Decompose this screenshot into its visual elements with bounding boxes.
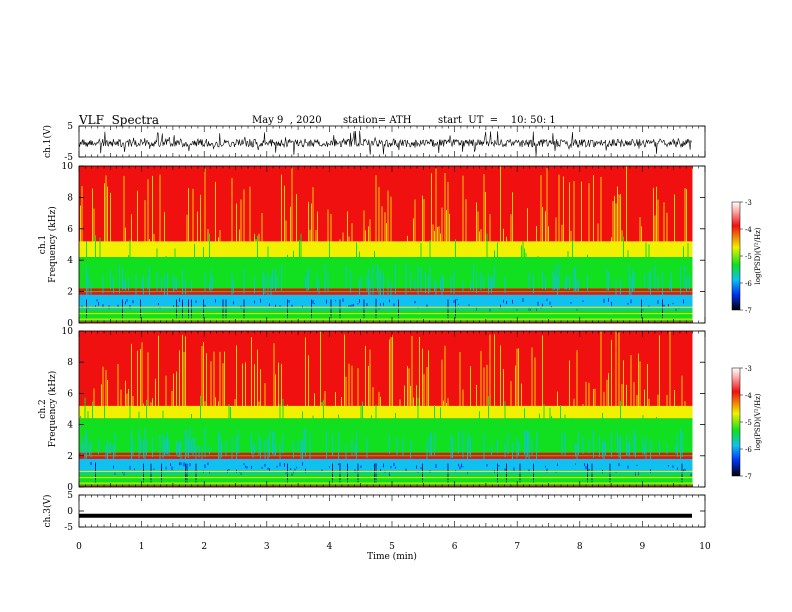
ch1-spectrogram-frame-ticks	[78, 166, 706, 323]
x-tick-label: 0	[76, 542, 82, 552]
band-low-green	[79, 310, 693, 322]
y-tick-label: 0	[67, 483, 73, 493]
band-cyan	[79, 294, 693, 311]
y-tick-label: 10	[62, 162, 74, 172]
x-tick-label: 3	[264, 542, 270, 552]
x-tick-label: 4	[327, 542, 333, 552]
ch2-colorbar-tick: -6	[745, 446, 752, 454]
band-yellow	[79, 241, 693, 258]
start-time-label: start UT = 10: 50: 1	[438, 115, 556, 126]
x-tick-label: 10	[699, 542, 711, 552]
ch1-ylabel: ch.1(V)	[42, 125, 53, 158]
ch2-colorbar-bar	[731, 367, 741, 477]
ch2-colorbar-tick: -3	[745, 365, 752, 373]
ch1-colorbar-tick: -7	[745, 307, 752, 315]
ch2-colorbar-tick: -5	[745, 419, 752, 427]
band-green	[79, 418, 693, 453]
harmonic-lines	[79, 455, 693, 484]
ch2-colorbar	[731, 367, 743, 477]
y-tick-label: 4	[67, 421, 73, 431]
y-tick-label: 8	[67, 358, 73, 368]
ch1-colorbar-tick: -6	[745, 280, 752, 288]
spectrogram-2	[79, 331, 705, 487]
spectrogram-1	[78, 166, 705, 323]
y-tick-label: 5	[67, 122, 73, 132]
y-tick-label: 5	[67, 491, 73, 501]
no-data-gap	[692, 331, 705, 487]
ch1-spec-ylabel: Frequency (kHz)	[47, 206, 58, 283]
ch2-spec-ylabel: Frequency (kHz)	[47, 371, 58, 448]
ch1-spec-ylabel: ch.1	[38, 235, 48, 254]
y-tick-label: 2	[67, 288, 73, 298]
y-tick-label: 4	[67, 256, 73, 266]
y-tick-label: 2	[67, 452, 73, 462]
chart-title: VLF Spectra	[79, 113, 160, 127]
harmonic-lines	[79, 291, 693, 320]
ch3-wave-frame-ticks	[78, 495, 706, 527]
ch1-colorbar-tick: -5	[745, 253, 752, 261]
no-data-gap	[692, 166, 705, 323]
band-green	[79, 257, 693, 289]
band-low-green	[79, 474, 693, 486]
band-cyan	[79, 458, 693, 475]
ch3-ylabel: ch.3(V)	[42, 495, 53, 528]
y-tick-label: -5	[64, 153, 73, 163]
y-tick-label: 0	[67, 319, 73, 329]
ch1-colorbar-tick: -3	[745, 199, 752, 207]
x-axis-label: Time (min)	[367, 551, 417, 562]
streaks	[80, 331, 692, 483]
ch1-wave-frame-ticks	[78, 126, 706, 157]
ch2-colorbar-tick: -4	[745, 392, 752, 400]
x-tick-label: 7	[514, 542, 520, 552]
ch1-waveform-line	[78, 130, 692, 156]
y-tick-label: 10	[62, 327, 74, 337]
y-tick-label: 0	[67, 507, 73, 517]
y-tick-label: 8	[67, 193, 73, 203]
ch2-spec-ylabel: ch.2	[38, 399, 48, 418]
ch2-colorbar-tick: -7	[745, 473, 752, 481]
station-label: station= ATH	[343, 115, 412, 126]
x-tick-label: 1	[139, 542, 145, 552]
x-tick-label: 8	[577, 542, 583, 552]
ch1-colorbar	[731, 201, 743, 311]
ch2-spectrogram-frame-ticks	[78, 331, 706, 487]
band-yellow	[79, 405, 693, 419]
x-tick-label: 6	[452, 542, 458, 552]
ch1-colorbar-bar	[731, 201, 741, 311]
ch2-colorbar-label: log(PSD)(V²/Hz)	[754, 393, 762, 450]
x-tick-label: 9	[640, 542, 646, 552]
y-tick-label: 6	[67, 225, 73, 235]
x-tick-label: 2	[201, 542, 207, 552]
streaks	[78, 166, 690, 319]
y-tick-label: 6	[67, 389, 73, 399]
x-tick-label: 5	[389, 542, 395, 552]
ch1-colorbar-tick: -4	[745, 226, 752, 234]
ch1-colorbar-label: log(PSD)(V²/Hz)	[754, 227, 762, 284]
y-tick-label: -5	[64, 523, 73, 533]
date-label: May 9 , 2020	[252, 115, 322, 126]
